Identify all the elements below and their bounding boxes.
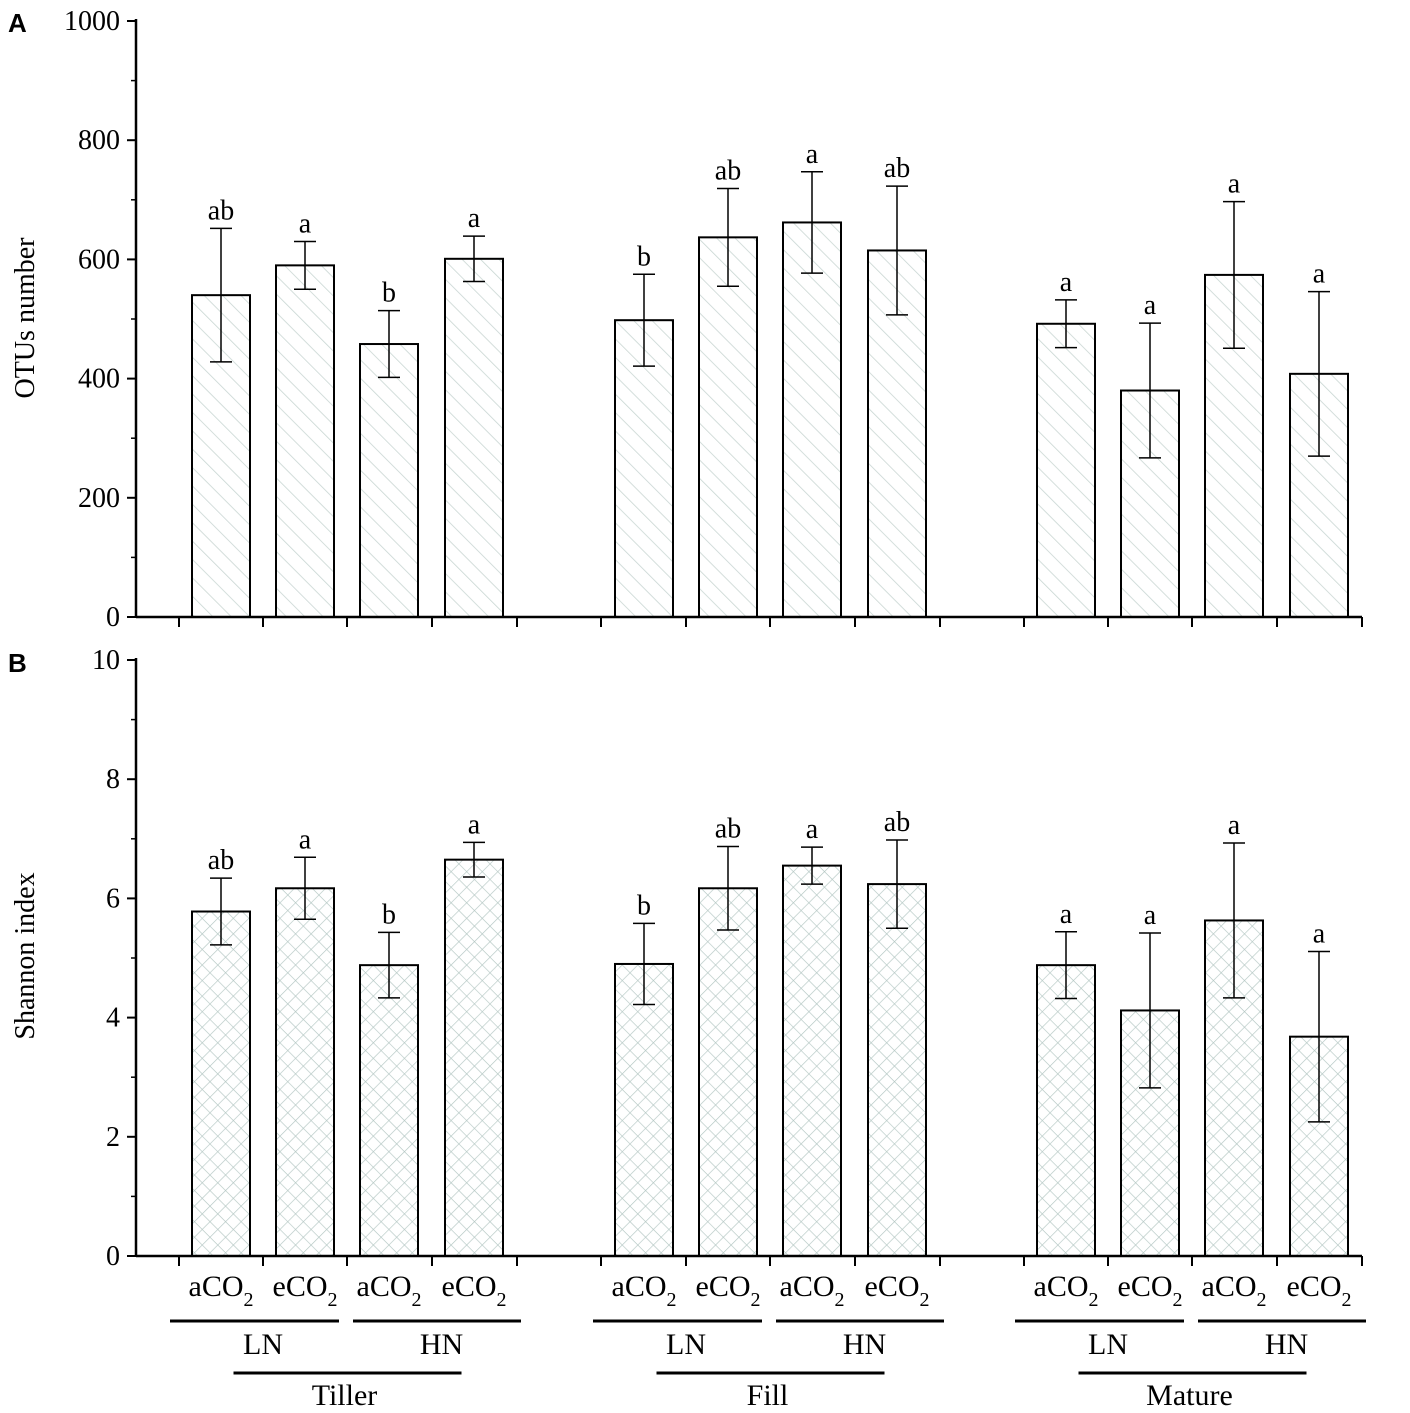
panel-a-significance-label: a xyxy=(299,209,312,240)
panel-a-bar xyxy=(1036,322,1096,618)
panel-b-y-tick-label: 0 xyxy=(106,1241,120,1272)
panel-b-y-axis-label: Shannon index xyxy=(10,872,41,1039)
panel-a-significance-label: b xyxy=(637,241,651,272)
panel-b-significance-label: a xyxy=(1228,810,1241,841)
hn-label: HN xyxy=(420,1328,463,1361)
panel-a-significance-label: a xyxy=(1144,290,1157,321)
x-co2-label: eCO2 xyxy=(273,1270,338,1311)
x-co2-label: eCO2 xyxy=(865,1270,930,1311)
panel-a-bar xyxy=(698,236,758,619)
panel-b-significance-label: a xyxy=(1144,900,1157,931)
panel-a-y-ticks: 0 200 400 600 800 1000 xyxy=(64,6,136,633)
x-co2-label: eCO2 xyxy=(1287,1270,1352,1311)
x-co2-label: eCO2 xyxy=(442,1270,507,1311)
panel-b-bar xyxy=(444,858,504,1257)
panel-b-bar xyxy=(698,887,758,1257)
panel-a-y-tick-label: 600 xyxy=(78,244,120,275)
panel-b-significance-label: a xyxy=(1313,918,1326,949)
panel-a-significance-label: ab xyxy=(715,155,741,186)
panel-b-significance-label: a xyxy=(468,809,481,840)
x-co2-label: aCO2 xyxy=(189,1270,254,1311)
panel-b-significance-label: b xyxy=(637,890,651,921)
panel-a-y-tick-label: 400 xyxy=(78,364,120,395)
ln-label: LN xyxy=(243,1328,283,1361)
x-co2-label: aCO2 xyxy=(357,1270,422,1311)
panel-a-bar xyxy=(275,264,335,618)
panel-a-significance-label: a xyxy=(1060,267,1073,298)
panel-b-significance-label: ab xyxy=(208,845,234,876)
panel-b-y-tick-label: 10 xyxy=(92,645,120,676)
panel-a-significance-label: b xyxy=(382,278,396,309)
hn-label: HN xyxy=(1265,1328,1308,1361)
x-co2-label: aCO2 xyxy=(1034,1270,1099,1311)
hn-label: HN xyxy=(843,1328,886,1361)
panel-b-y-ticks: 0 2 4 6 8 10 xyxy=(92,645,136,1272)
panel-b-significance-label: a xyxy=(806,814,819,845)
stage-label: Mature xyxy=(1146,1379,1233,1412)
stage-label: Fill xyxy=(747,1379,789,1412)
x-co2-label: aCO2 xyxy=(1202,1270,1267,1311)
panel-a-bar xyxy=(359,343,419,618)
panel-b-bar xyxy=(867,883,927,1257)
panel-a-significance-label: a xyxy=(1228,169,1241,200)
panel-a-bar xyxy=(444,257,504,618)
panel-a-letter: A xyxy=(8,8,27,38)
x-co2-label: eCO2 xyxy=(696,1270,761,1311)
panel-b-bar xyxy=(359,964,419,1257)
panel-a-significance-label: a xyxy=(1313,259,1326,290)
ln-label: LN xyxy=(1088,1328,1128,1361)
panel-b-significance-label: a xyxy=(299,824,312,855)
x-co2-label: eCO2 xyxy=(1118,1270,1183,1311)
panel-a-bar xyxy=(614,319,674,618)
ln-label: LN xyxy=(666,1328,706,1361)
panel-b-y-tick-label: 8 xyxy=(106,764,120,795)
panel-a-y-tick-label: 1000 xyxy=(64,6,120,37)
panel-b-significance-label: b xyxy=(382,899,396,930)
panel-b-bar xyxy=(191,910,251,1258)
x-co2-label: aCO2 xyxy=(780,1270,845,1311)
panel-b-y-tick-label: 2 xyxy=(106,1122,120,1153)
panel-b-y-tick-label: 4 xyxy=(106,1003,120,1034)
panel-b-bar xyxy=(782,864,842,1257)
x-co2-label: aCO2 xyxy=(612,1270,677,1311)
panel-a-significance-label: ab xyxy=(208,195,234,226)
x-axis-labels: aCO2 eCO2 aCO2 eCO2 LN HN Tiller aCO2 eCO2 aCO2 eC… xyxy=(170,1270,1366,1412)
panel-a-y-axis-label: OTUs number xyxy=(10,237,41,399)
panel-b-bar xyxy=(1036,964,1096,1257)
panel-a-significance-label: a xyxy=(468,203,481,234)
panel-b-bar xyxy=(275,887,335,1257)
panel-b-y-tick-label: 6 xyxy=(106,883,120,914)
panel-a-significance-label: ab xyxy=(884,153,910,184)
panel-a-significance-label: a xyxy=(806,139,819,170)
panel-a-y-tick-label: 0 xyxy=(106,602,120,633)
panel-b-significance-label: a xyxy=(1060,899,1073,930)
panel-b-significance-label: ab xyxy=(715,814,741,845)
panel-a-y-tick-label: 800 xyxy=(78,125,120,156)
panel-a-axes xyxy=(134,19,1363,627)
panel-b-axes xyxy=(134,658,1363,1266)
panel-b-bar xyxy=(614,962,674,1258)
stage-label: Tiller xyxy=(312,1379,378,1412)
panel-a-bar xyxy=(782,221,842,618)
panel-a-y-tick-label: 200 xyxy=(78,483,120,514)
panel-b-letter: B xyxy=(8,648,27,678)
panel-b-significance-label: ab xyxy=(884,807,910,838)
